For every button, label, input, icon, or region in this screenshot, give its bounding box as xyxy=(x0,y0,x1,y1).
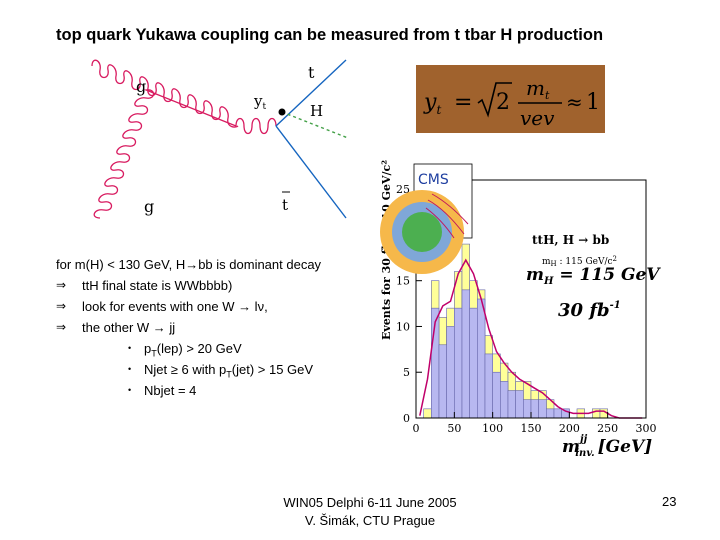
histogram-bar xyxy=(515,390,524,419)
formula-denom: vev xyxy=(520,106,555,130)
x-axis-label: mjj inv. [GeV] xyxy=(562,434,652,459)
arrow-icon: ⇒ xyxy=(56,278,67,292)
histogram-bar xyxy=(469,307,478,419)
y-tick-label: 10 xyxy=(396,320,410,333)
x-tick-label: 100 xyxy=(482,422,503,435)
histogram-bar xyxy=(484,353,493,419)
gluon-right-line xyxy=(235,117,277,135)
histogram-bar xyxy=(446,326,455,419)
histogram-bar xyxy=(592,408,601,419)
formula-eq: = xyxy=(454,90,472,115)
annotation-lumi: 30 fb-1 xyxy=(558,300,621,321)
x-tick-label: 200 xyxy=(559,422,580,435)
footer: WIN05 Delphi 6-11 June 2005 V. Šimák, CT… xyxy=(270,494,470,530)
y-tick-label: 25 xyxy=(396,183,410,196)
page-number: 23 xyxy=(662,494,677,509)
y-tick-label: 0 xyxy=(403,412,410,425)
label-g-lower: g xyxy=(144,197,154,216)
label-h: H xyxy=(310,102,323,120)
formula-numer: mt xyxy=(526,76,550,102)
bullet-line-1: • pT(lep) > 20 GeV xyxy=(56,338,321,359)
label-t: t xyxy=(308,63,315,82)
bars-lavender-group xyxy=(431,289,570,419)
arrow-icon: ⇒ xyxy=(56,320,67,334)
footer-line-2: V. Šimák, CTU Prague xyxy=(304,513,436,528)
feynman-diagram: t g g yt H t xyxy=(91,59,349,219)
label-g-upper: g xyxy=(136,77,146,96)
arrow-icon: ⇒ xyxy=(56,299,67,313)
x-tick-label: 0 xyxy=(413,422,420,435)
histogram-bar xyxy=(477,298,486,419)
label-tbar: t xyxy=(282,196,288,214)
histogram-bar xyxy=(438,344,447,419)
y-tick-label: 5 xyxy=(403,366,410,379)
x-tick-label: 150 xyxy=(521,422,542,435)
histogram-bar xyxy=(454,307,463,419)
footer-line-1: WIN05 Delphi 6-11 June 2005 xyxy=(283,495,457,510)
body-line-2: ⇒ ttH final state is WWbbbb) xyxy=(56,275,321,296)
annotation-process: ttH, H → bb xyxy=(532,233,609,247)
annotation-mass: mH = 115 GeV xyxy=(526,265,661,287)
histogram-bar xyxy=(461,289,470,419)
body-line-1: for m(H) < 130 GeV, H→bb is dominant dec… xyxy=(56,257,322,272)
top-quark-line xyxy=(275,59,347,127)
body-line-3: ⇒ look for events with one W → lν, xyxy=(56,296,321,317)
formula-approx: ≈ xyxy=(566,90,583,114)
histogram-bar xyxy=(546,408,555,419)
fit-curve xyxy=(419,258,643,419)
x-tick-label: 300 xyxy=(636,422,657,435)
slide-title: top quark Yukawa coupling can be measure… xyxy=(56,26,604,44)
cms-logo: CMS xyxy=(380,163,473,274)
gluon-upper-line xyxy=(91,59,239,128)
annotation-mass-small: mH : 115 GeV/c2 xyxy=(542,255,617,268)
cms-logo-text: CMS xyxy=(418,172,449,188)
x-tick-label: 250 xyxy=(597,422,618,435)
label-y: yt xyxy=(253,92,266,112)
histogram-bar xyxy=(500,381,509,419)
histogram-bar xyxy=(507,390,516,419)
gluon-lower-line xyxy=(93,89,237,219)
body-line-4: ⇒ the other W → jj xyxy=(56,317,321,338)
formula-sqrt-arg: 2 xyxy=(496,90,510,115)
x-tick-label: 50 xyxy=(447,422,461,435)
histogram-bar xyxy=(423,408,432,419)
histogram-bar xyxy=(492,371,501,419)
body-text: for m(H) < 130 GeV, H→bb is dominant dec… xyxy=(56,254,321,401)
x-ticks-group: 0 50 100 150 200 250 300 xyxy=(413,412,657,435)
y-tick-label: 15 xyxy=(396,275,410,288)
bullet-icon: • xyxy=(128,343,132,353)
histogram-bar xyxy=(530,399,539,419)
vertex-dot xyxy=(278,108,286,116)
formula-rhs: 1 xyxy=(586,90,600,115)
bullet-line-2: • Njet ≥ 6 with pT(jet) > 15 GeV xyxy=(56,359,321,380)
histogram-bar xyxy=(553,408,562,419)
histogram-bar xyxy=(538,399,547,419)
bullet-line-3: • Nbjet = 4 xyxy=(56,380,321,401)
bullet-icon: • xyxy=(128,364,132,374)
histogram-bar xyxy=(523,399,532,419)
antitop-quark-line xyxy=(275,125,347,219)
formula-lhs: yt xyxy=(423,90,441,117)
sqrt-sign xyxy=(477,82,512,118)
yukawa-formula: yt = 2 mt vev ≈ 1 xyxy=(416,65,605,133)
bullet-icon: • xyxy=(128,385,132,395)
